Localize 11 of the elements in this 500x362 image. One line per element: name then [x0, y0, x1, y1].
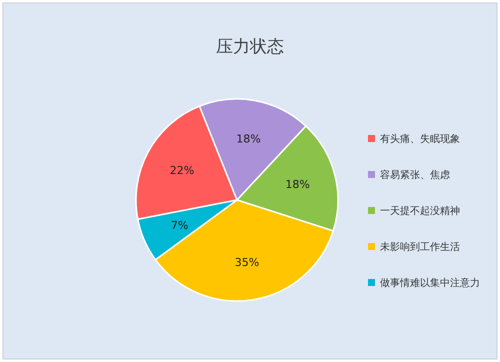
data-label: 18% — [236, 132, 261, 146]
data-label: 35% — [234, 256, 260, 269]
data-label: 22% — [170, 164, 194, 178]
legend-label: 未影响到工作生活 — [380, 241, 460, 253]
legend-label: 做事情难以集中注意力 — [380, 277, 480, 289]
data-label: 18% — [285, 178, 310, 192]
legend-label: 一天提不起没精神 — [380, 205, 460, 217]
data-label: 7% — [170, 219, 188, 232]
chart-title: 压力状态 — [216, 37, 284, 57]
legend-label: 容易紧张、焦虑 — [380, 169, 450, 181]
legend-label: 有头痛、失眠现象 — [380, 133, 460, 145]
